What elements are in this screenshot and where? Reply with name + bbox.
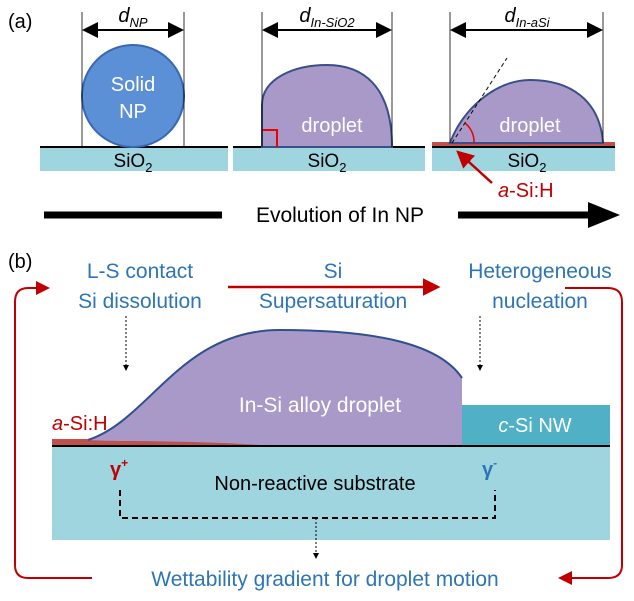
solid-np [82,45,184,147]
figure: (a) Solid NP dNP SiO2 dIn-SiO2 droplet S… [0,0,634,601]
np-label: Solid [111,74,155,96]
panel-label: (a) [8,11,32,33]
substrate-label: Non-reactive substrate [214,473,415,495]
evolution-label: Evolution of In NP [256,204,424,227]
formula: SiO [508,151,540,172]
panel-label: (b) [8,251,32,273]
superscript: + [121,456,128,470]
diameter-label: dIn-SiO2 [299,5,355,30]
diameter-label: dIn-aSi [504,5,550,30]
formula: SiO [114,151,146,172]
step-label: Supersaturation [259,290,407,313]
superscript: - [493,456,497,470]
subscript: NP [130,15,148,30]
subscript: 2 [539,160,546,175]
panel-b: (b) L-S contact Si dissolution Si Supers… [8,251,622,591]
np-label: NP [119,101,147,123]
layer-name: -Si:H [63,413,107,435]
subscript: In-SiO2 [311,15,356,30]
nanowire-label: c-Si NW [498,415,571,437]
layer-label: a-Si:H [498,180,554,202]
diameter-label: dNP [118,5,148,30]
alloy-droplet [88,330,462,445]
subscript: In-aSi [516,15,551,30]
layer-name: -Si:H [509,180,553,202]
step-label: Si dissolution [78,290,202,313]
arrow-head [588,202,620,228]
step-label: Si [324,260,343,283]
subscript: 2 [145,160,152,175]
panel-a: (a) Solid NP dNP SiO2 dIn-SiO2 droplet S… [8,5,620,230]
subscript: 2 [339,160,346,175]
italic-prefix: a [498,180,509,202]
step-label: nucleation [492,290,588,313]
conclusion: Wettability gradient for droplet motion [151,568,498,591]
italic-prefix: a [52,413,63,435]
nanowire-name: -Si NW [508,415,571,437]
droplet-label: droplet [499,115,561,137]
droplet-label: In-Si alloy droplet [239,394,401,417]
step-label: L-S contact [87,260,193,283]
layer-label: a-Si:H [52,413,108,435]
italic-prefix: c [498,415,508,437]
step-label: Heterogeneous [468,260,612,283]
formula: SiO [308,151,340,172]
droplet-label: droplet [301,115,363,137]
